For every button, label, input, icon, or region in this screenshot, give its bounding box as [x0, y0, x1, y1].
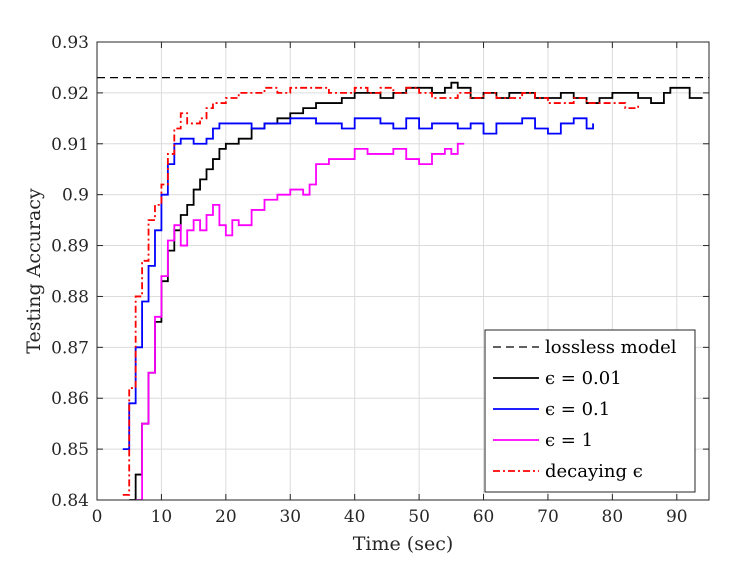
- x-tick-label: 0: [92, 507, 103, 527]
- legend: lossless model ϵ = 0.01 ϵ = 0.1 ϵ = 1 decayi…: [484, 329, 696, 493]
- y-tick-label: 0.85: [51, 440, 89, 460]
- legend-label-3: ϵ = 1: [545, 430, 593, 451]
- legend-label-0: lossless model: [545, 337, 677, 358]
- y-tick-label: 0.92: [51, 84, 89, 104]
- x-tick-label: 70: [537, 507, 559, 527]
- x-tick-label: 60: [473, 507, 495, 527]
- y-tick-label: 0.93: [51, 33, 89, 53]
- x-tick-label: 10: [151, 507, 173, 527]
- x-tick-label: 50: [408, 507, 430, 527]
- y-tick-label: 0.89: [51, 237, 89, 257]
- y-tick-label: 0.84: [51, 491, 89, 511]
- series-line-3: [135, 142, 465, 500]
- x-tick-label: 30: [279, 507, 301, 527]
- y-tick-label: 0.87: [51, 338, 89, 358]
- legend-label-2: ϵ = 0.1: [545, 399, 610, 420]
- axes-frame: [96, 41, 710, 501]
- y-tick-label: 0.91: [51, 135, 89, 155]
- plot-area: [97, 77, 709, 500]
- x-tick-label: 40: [344, 507, 366, 527]
- series-line-4: [122, 86, 640, 496]
- legend-label-1: ϵ = 0.01: [545, 368, 622, 389]
- x-tick-label: 90: [666, 507, 688, 527]
- legend-label-4: decaying ϵ: [545, 461, 643, 482]
- ticks: 0 10 20 30 40 50 60 70 80 90 0.84 0.85 0.86 0.87 0.88 0…: [51, 33, 709, 527]
- x-axis-label: Time (sec): [353, 533, 454, 555]
- y-tick-label: 0.88: [51, 287, 89, 307]
- x-tick-label: 20: [215, 507, 237, 527]
- y-axis-label: Testing Accuracy: [23, 188, 45, 354]
- x-tick-label: 80: [602, 507, 624, 527]
- y-tick-label: 0.9: [62, 186, 89, 206]
- y-tick-label: 0.86: [51, 389, 89, 409]
- legend-box: [484, 329, 696, 493]
